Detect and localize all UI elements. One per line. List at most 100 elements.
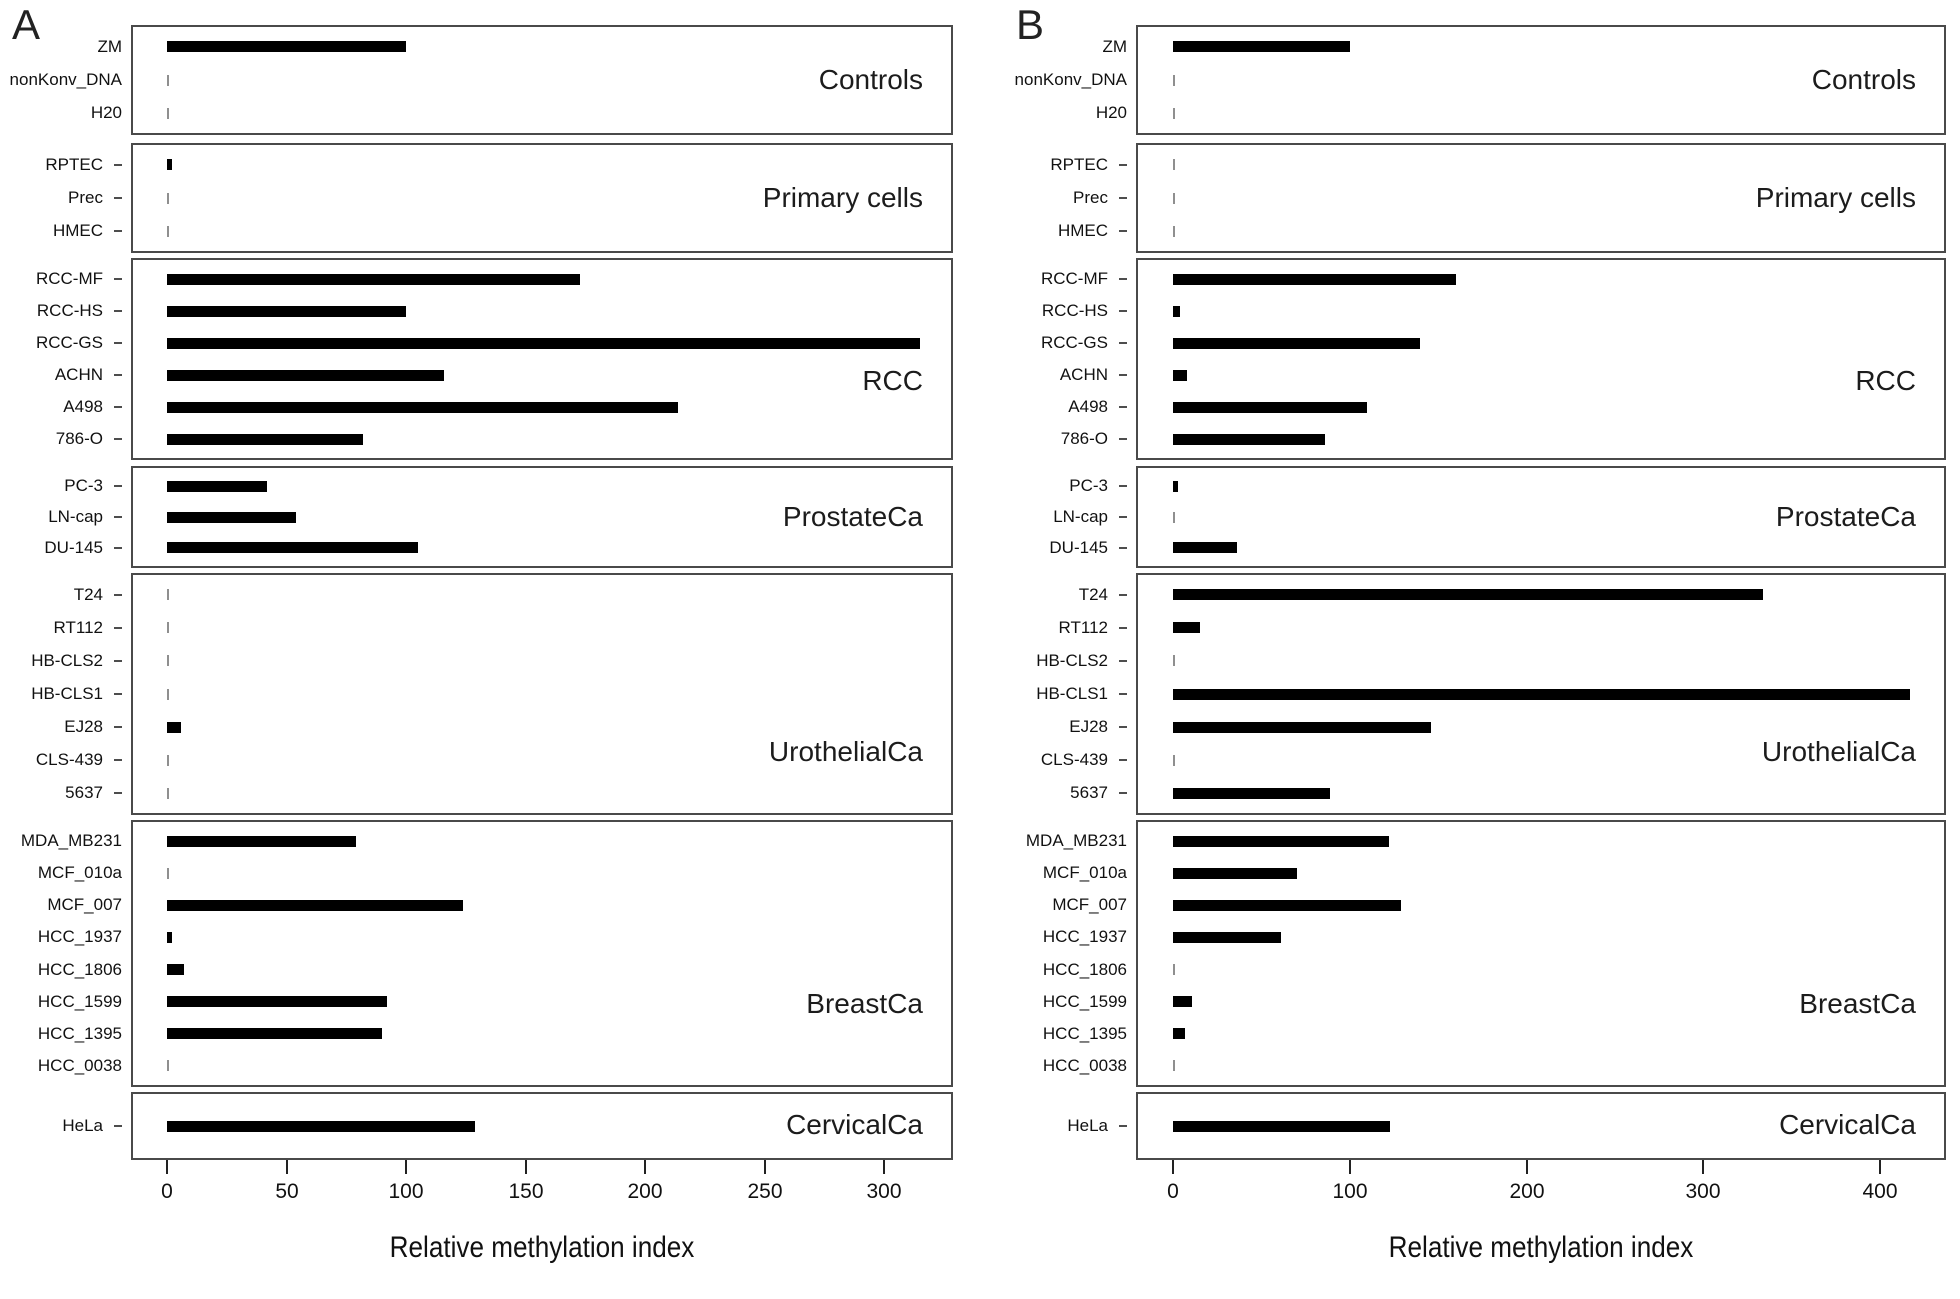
group-box-rcc [131, 258, 953, 460]
bar-rcc-hs [167, 306, 406, 317]
row-label-t24: T24 [1078, 585, 1108, 604]
row-label-rptec: RPTEC [45, 155, 103, 174]
x-axis-title-b: Relative methylation index [1388, 1231, 1694, 1264]
group-box-prostateca [1136, 466, 1946, 568]
row-axis-tick-786-o [1119, 438, 1127, 440]
row-label-786-o: 786-O [1060, 429, 1108, 448]
row-axis-tick-ln-cap [1119, 516, 1127, 518]
row-label-prec: Prec [1073, 188, 1108, 207]
group-label-breastca: BreastCa [806, 988, 923, 1019]
bar-hela [167, 1121, 475, 1132]
bar-rcc-gs [1173, 338, 1420, 349]
bar-hcc-1395 [1173, 1028, 1185, 1039]
row-axis-tick-hb-cls2 [114, 660, 122, 662]
row-label-hcc-1806: HCC_1806 [1042, 960, 1127, 979]
row-axis-tick-pc-3 [114, 485, 122, 487]
row-label-zm: ZM [1102, 37, 1127, 56]
row-label-achn: ACHN [54, 365, 103, 384]
x-tick-mark-400 [1879, 1160, 1881, 1174]
row-axis-tick-rcc-hs [114, 310, 122, 312]
row-label-hb-cls1: HB-CLS1 [31, 684, 103, 703]
x-tick-mark-300 [883, 1160, 885, 1174]
row-label-mcf-010a: MCF_010a [1042, 863, 1127, 882]
bar-a498 [167, 402, 678, 413]
row-axis-tick-rcc-mf [1119, 278, 1127, 280]
group-label-controls: Controls [1811, 64, 1916, 95]
group-label-rcc: RCC [1855, 365, 1916, 396]
row-label-rcc-gs: RCC-GS [35, 333, 103, 352]
row-axis-tick-cls-439 [1119, 759, 1127, 761]
bar-hcc-1937 [167, 932, 172, 943]
bar-rt112 [167, 622, 169, 633]
row-label-rcc-mf: RCC-MF [35, 269, 103, 288]
row-label-prec: Prec [68, 188, 103, 207]
bar-hb-cls2 [1173, 655, 1175, 666]
bar-h20 [1173, 108, 1175, 119]
bar-nonkonv-dna [167, 75, 169, 86]
row-label-rcc-gs: RCC-GS [1040, 333, 1108, 352]
row-label-hcc-1806: HCC_1806 [37, 960, 122, 979]
bar-pc-3 [167, 481, 267, 492]
row-axis-tick-hela [1119, 1125, 1127, 1127]
row-axis-tick-a498 [1119, 406, 1127, 408]
bar-prec [1173, 193, 1175, 204]
row-axis-tick-t24 [1119, 594, 1127, 596]
bar-hmec [167, 226, 169, 237]
bar-hb-cls2 [167, 655, 169, 666]
bar-786-o [167, 434, 363, 445]
row-label-du-145: DU-145 [44, 538, 103, 557]
row-axis-tick-hmec [114, 230, 122, 232]
bar-hcc-0038 [1173, 1060, 1175, 1071]
bar-hcc-1937 [1173, 932, 1281, 943]
row-label-achn: ACHN [1059, 365, 1108, 384]
bar-ln-cap [1173, 512, 1175, 523]
x-tick-label-150: 150 [508, 1180, 544, 1203]
row-axis-tick-hela [114, 1125, 122, 1127]
x-axis-title-a: Relative methylation index [389, 1231, 695, 1264]
row-axis-tick-du-145 [114, 547, 122, 549]
x-tick-label-300: 300 [1685, 1180, 1721, 1203]
row-label-hela: HeLa [1067, 1116, 1108, 1135]
x-tick-label-250: 250 [747, 1180, 783, 1203]
bar-h20 [167, 108, 169, 119]
bar-pc-3 [1173, 481, 1178, 492]
row-axis-tick-t24 [114, 594, 122, 596]
row-label-hela: HeLa [62, 1116, 103, 1135]
bar-ej28 [1173, 722, 1431, 733]
x-tick-mark-100 [1349, 1160, 1351, 1174]
x-tick-mark-200 [644, 1160, 646, 1174]
bar-achn [1173, 370, 1187, 381]
bar-achn [167, 370, 444, 381]
bar-hcc-0038 [167, 1060, 169, 1071]
group-label-primary-cells: Primary cells [1755, 182, 1916, 213]
row-axis-tick-cls-439 [114, 759, 122, 761]
row-axis-tick-5637 [1119, 792, 1127, 794]
bar-hb-cls1 [167, 689, 169, 700]
bar-mcf-007 [167, 900, 463, 911]
group-label-prostateca: ProstateCa [782, 501, 923, 532]
group-label-prostateca: ProstateCa [1775, 501, 1916, 532]
panel-b-letter: B [1016, 1, 1045, 48]
bar-rptec [1173, 159, 1175, 170]
row-label-hcc-1599: HCC_1599 [37, 992, 122, 1011]
row-label-ln-cap: LN-cap [1053, 507, 1108, 526]
group-box-primary-cells [131, 143, 953, 253]
bar-hcc-1599 [167, 996, 387, 1007]
row-label-ln-cap: LN-cap [48, 507, 103, 526]
row-axis-tick-rcc-hs [1119, 310, 1127, 312]
group-box-breastca [131, 820, 953, 1087]
group-box-cervicalca [1136, 1092, 1946, 1160]
bar-zm [1173, 41, 1350, 52]
row-label-mcf-007: MCF_007 [47, 895, 122, 914]
x-tick-mark-300 [1702, 1160, 1704, 1174]
group-box-primary-cells [1136, 143, 1946, 253]
row-label-hmec: HMEC [1057, 221, 1108, 240]
x-tick-label-300: 300 [866, 1180, 902, 1203]
group-box-breastca [1136, 820, 1946, 1087]
row-label-a498: A498 [1068, 397, 1108, 416]
x-tick-mark-200 [1526, 1160, 1528, 1174]
row-label-rt112: RT112 [53, 618, 103, 637]
bar-t24 [1173, 589, 1763, 600]
row-axis-tick-rcc-mf [114, 278, 122, 280]
